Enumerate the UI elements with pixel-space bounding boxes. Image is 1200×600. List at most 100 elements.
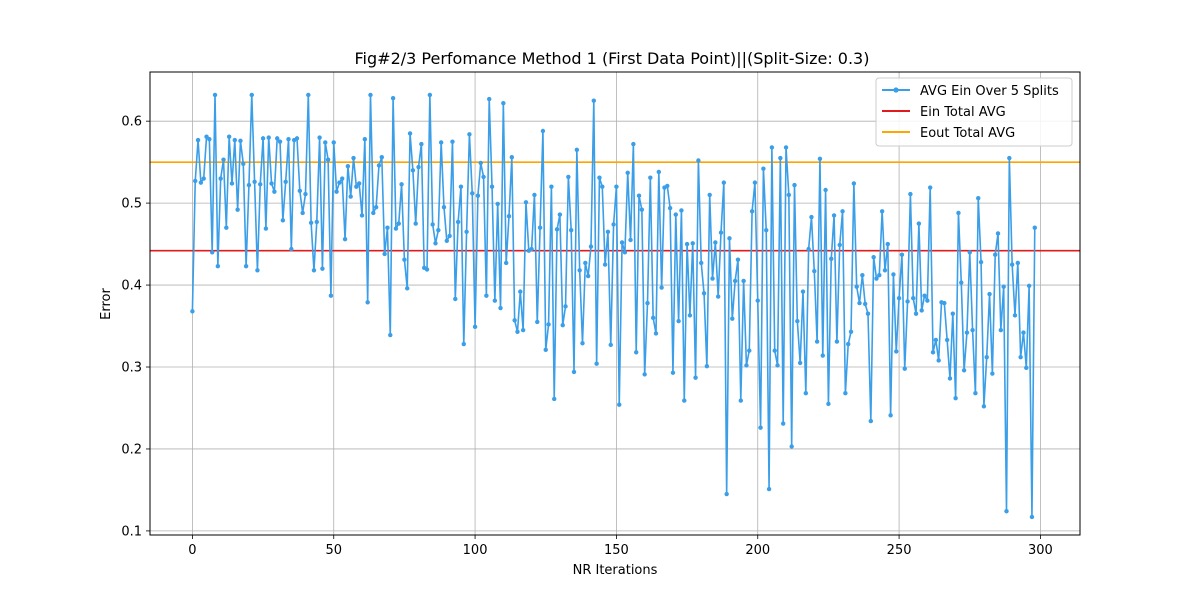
data-point — [636, 193, 642, 198]
data-point — [419, 141, 424, 147]
data-point — [535, 319, 540, 325]
data-point — [715, 294, 721, 299]
data-point — [922, 293, 927, 298]
data-point — [676, 318, 681, 324]
data-point — [509, 155, 515, 160]
data-point — [978, 259, 984, 265]
data-point — [812, 268, 817, 274]
data-point — [602, 262, 608, 267]
data-point — [871, 255, 876, 260]
data-point — [345, 164, 351, 169]
data-point — [611, 222, 616, 227]
data-point — [984, 354, 989, 360]
data-point — [843, 391, 848, 396]
data-point — [721, 180, 727, 185]
data-point — [498, 305, 503, 311]
x-axis-label: NR Iterations — [573, 563, 658, 578]
data-point — [848, 329, 854, 334]
data-point — [461, 341, 466, 347]
data-point — [600, 184, 605, 189]
data-point — [229, 181, 235, 186]
data-point — [913, 311, 919, 316]
data-point — [487, 96, 492, 102]
data-point — [769, 145, 775, 150]
data-point — [868, 418, 874, 424]
data-point — [670, 370, 676, 375]
data-point — [475, 193, 481, 198]
data-point — [195, 137, 201, 143]
data-point — [520, 327, 526, 333]
data-point — [749, 209, 755, 214]
data-point — [679, 208, 684, 213]
data-point — [413, 221, 418, 226]
data-point — [580, 341, 585, 346]
data-point — [862, 301, 868, 307]
data-point — [990, 371, 995, 376]
data-point — [622, 250, 628, 255]
data-point — [998, 327, 1004, 333]
data-point — [557, 212, 563, 217]
data-point — [857, 300, 862, 306]
data-point — [424, 267, 430, 272]
data-point — [656, 169, 662, 175]
data-point — [944, 337, 950, 343]
y-tick-label: 0.3 — [121, 361, 142, 376]
data-point — [585, 273, 591, 279]
data-point — [388, 332, 393, 338]
data-point — [642, 372, 647, 377]
data-point — [617, 402, 622, 407]
data-point — [701, 291, 707, 296]
data-point — [713, 240, 718, 245]
data-point — [1004, 509, 1009, 514]
data-point — [673, 212, 678, 217]
x-tick-label: 300 — [1028, 543, 1053, 558]
y-tick-label: 0.4 — [121, 279, 142, 294]
data-point — [645, 300, 650, 306]
data-point — [266, 135, 271, 140]
x-tick-label: 0 — [188, 543, 196, 558]
data-point — [484, 293, 489, 298]
data-point — [956, 210, 961, 216]
data-point — [379, 155, 384, 160]
chart-title: Fig#2/3 Perfomance Method 1 (First Data … — [355, 49, 870, 68]
data-point — [427, 92, 433, 98]
data-point — [976, 196, 981, 201]
data-point — [356, 181, 362, 186]
data-point — [860, 273, 865, 278]
data-point — [563, 304, 568, 309]
data-point — [925, 298, 930, 303]
data-point — [529, 246, 534, 252]
data-point — [342, 236, 348, 242]
data-point — [277, 139, 283, 144]
plot-frame — [149, 71, 1081, 536]
data-point — [718, 230, 724, 235]
x-tick-label: 200 — [745, 543, 770, 558]
data-point — [390, 96, 396, 101]
data-point — [967, 250, 972, 255]
data-point — [896, 295, 902, 301]
data-point — [780, 421, 786, 426]
data-point — [303, 191, 308, 197]
legend-label-ein-total: Ein Total AVG — [920, 105, 1006, 120]
data-point — [568, 227, 574, 233]
data-point — [467, 132, 472, 137]
data-point — [792, 182, 797, 188]
data-point — [246, 182, 252, 188]
data-point — [283, 179, 288, 185]
data-point — [874, 276, 879, 281]
data-point — [1026, 283, 1032, 289]
data-point — [947, 376, 953, 381]
data-point — [704, 363, 710, 369]
data-point — [755, 298, 760, 303]
data-point — [260, 136, 266, 141]
data-point — [634, 350, 639, 355]
data-point — [560, 323, 565, 328]
data-point — [396, 221, 401, 226]
data-point — [829, 256, 834, 262]
data-point — [243, 264, 249, 269]
data-point — [190, 309, 195, 314]
data-point — [961, 368, 967, 373]
data-point — [464, 229, 469, 234]
data-point — [732, 278, 738, 284]
data-point — [665, 183, 670, 189]
